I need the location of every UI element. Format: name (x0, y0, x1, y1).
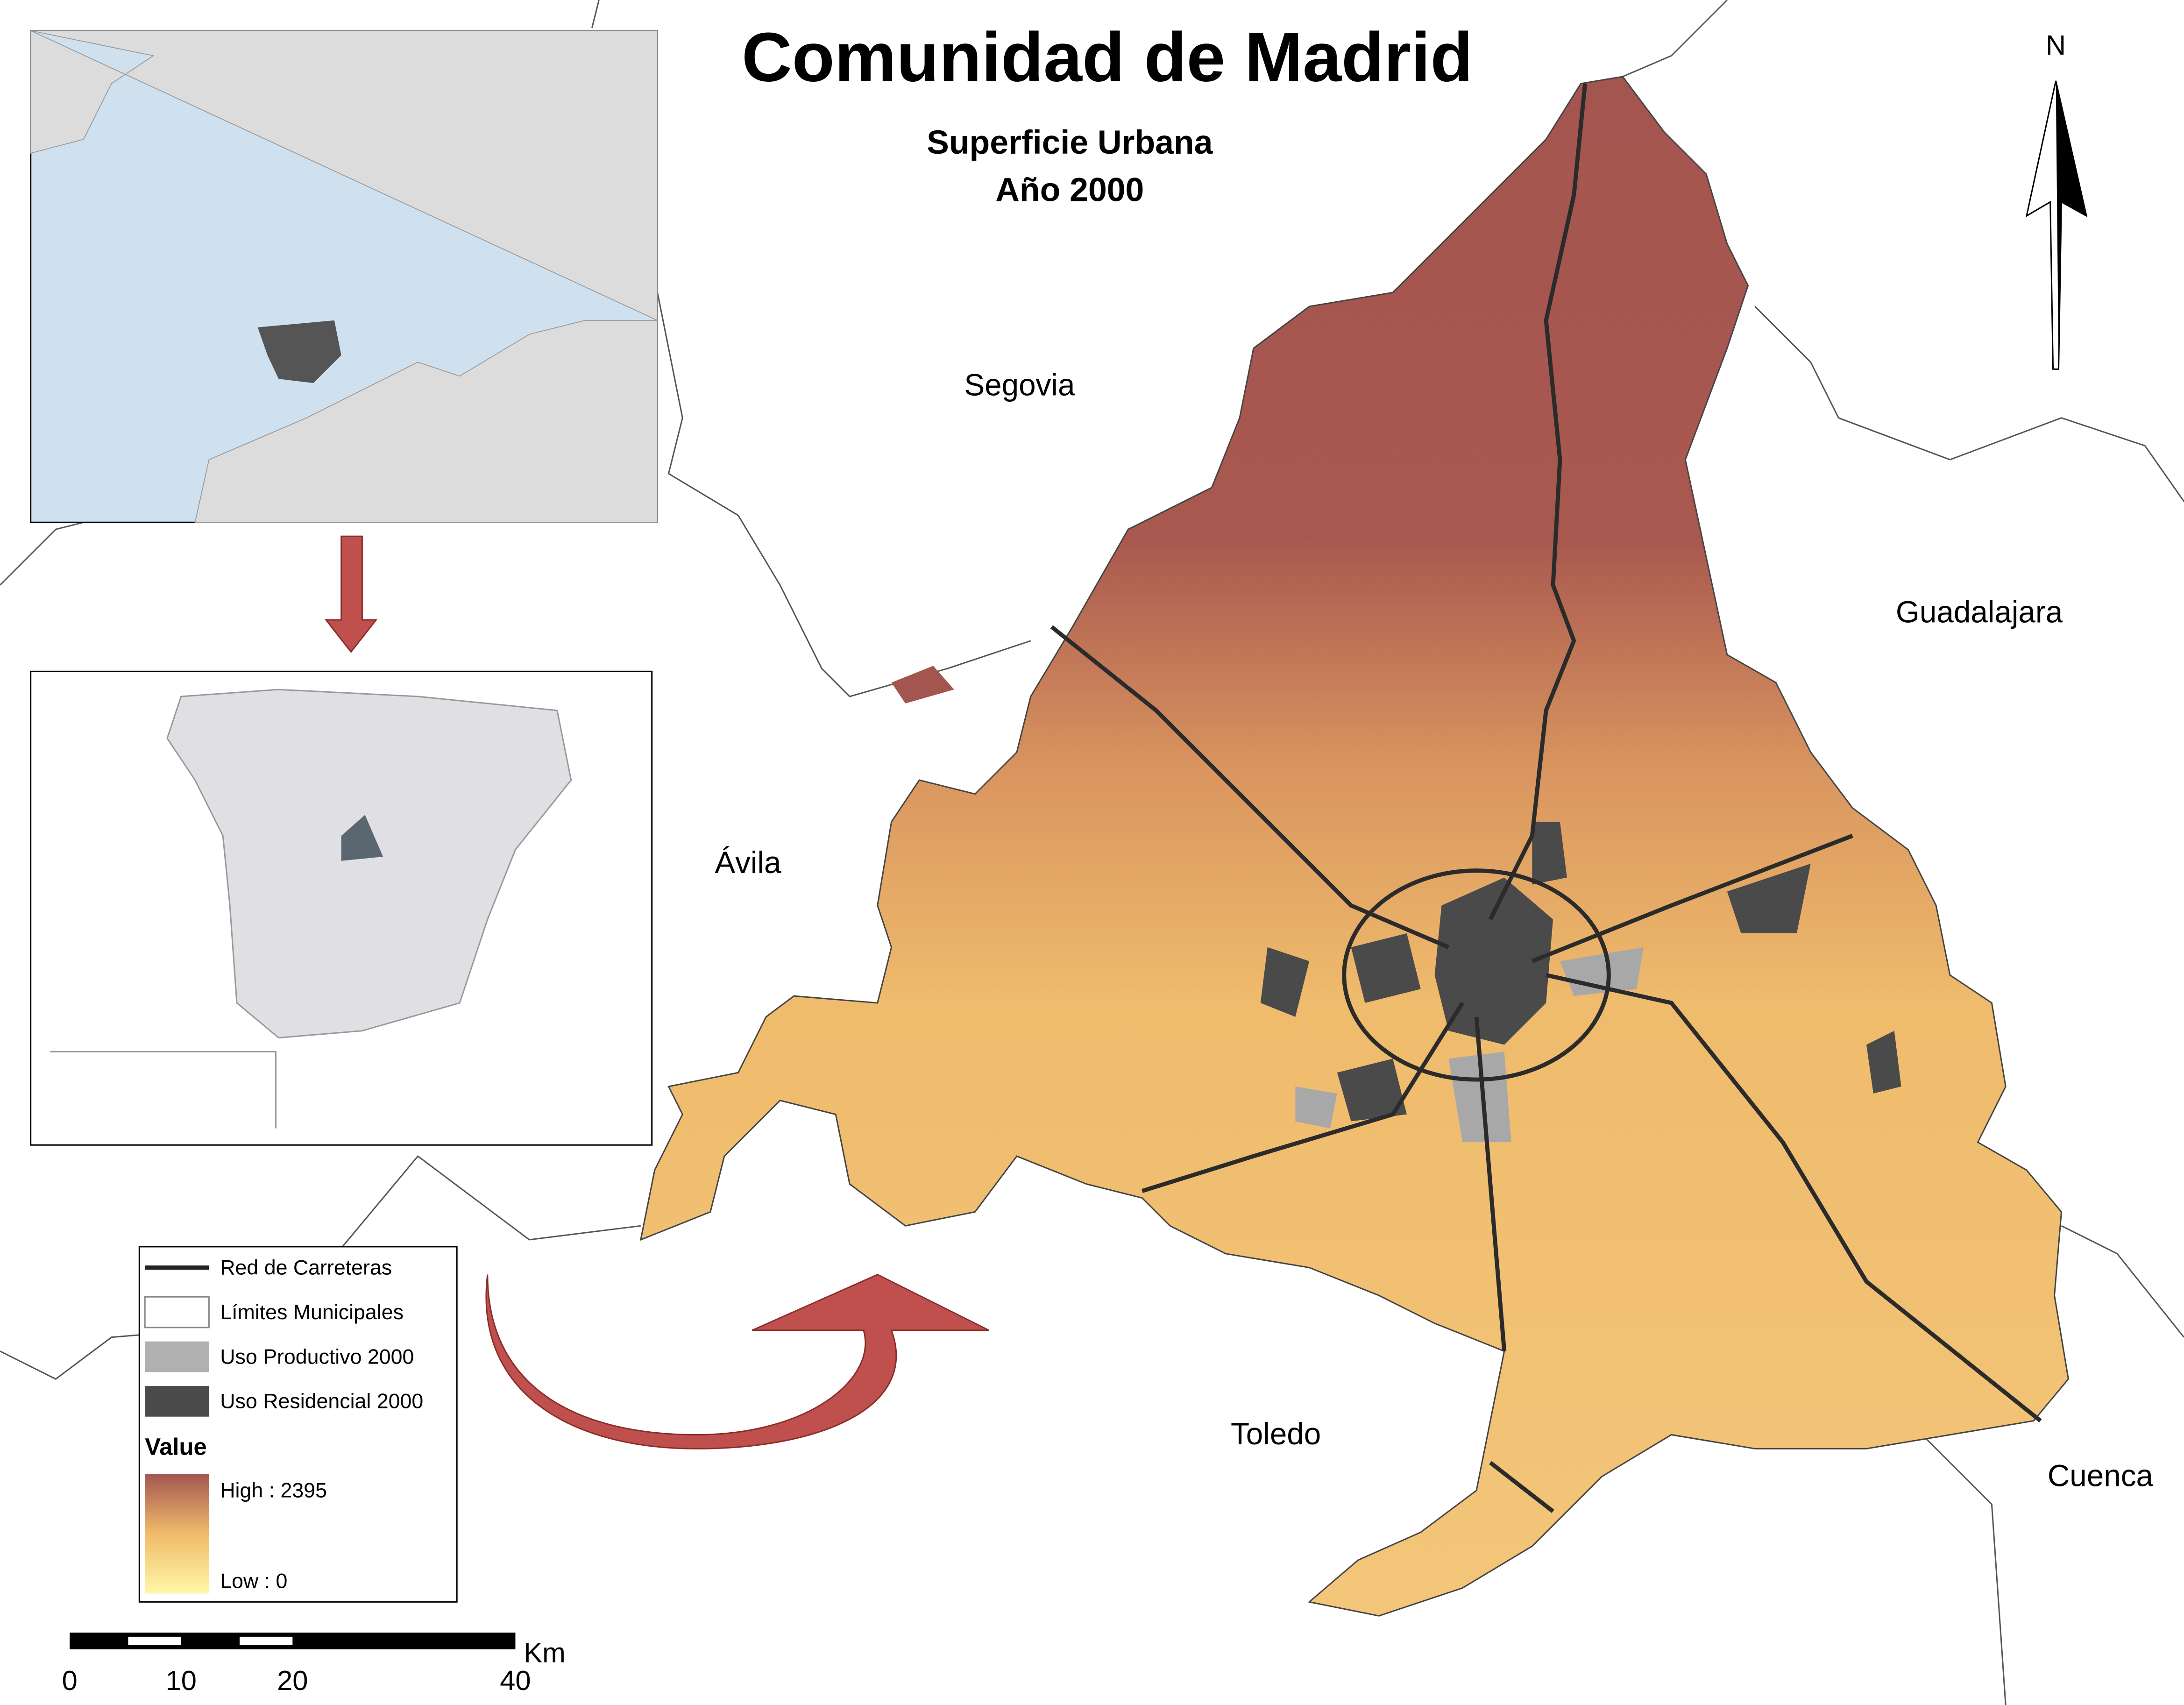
scale-unit: Km (524, 1637, 565, 1668)
legend-ramp (145, 1473, 209, 1594)
place-label: Cuenca (2048, 1458, 2154, 1492)
urban-residential (1434, 877, 1553, 1045)
madrid-highlight (341, 815, 383, 861)
legend-swatch-productive (145, 1341, 209, 1372)
roads (1050, 83, 2042, 1513)
legend-item: Uso Productivo 2000 (220, 1345, 414, 1368)
road (1488, 83, 1588, 921)
title: Comunidad de Madrid (742, 18, 1473, 96)
road (1531, 834, 1853, 963)
subtitle: Superficie Urbana (927, 124, 1213, 161)
ring-road (1342, 868, 1611, 1082)
scale-tick-label: 20 (277, 1665, 308, 1696)
enclave (891, 666, 954, 703)
road (1050, 625, 1450, 949)
subtitle: Año 2000 (995, 171, 1144, 208)
scale-bar: Km 0 10 20 40 (62, 1632, 566, 1696)
place-label: Ávila (715, 845, 781, 880)
scale-segment (128, 1636, 181, 1645)
road (1474, 1016, 1507, 1351)
place-label: Toledo (1231, 1417, 1321, 1451)
madrid-region (639, 76, 2069, 1617)
legend-swatch-limits (144, 1296, 210, 1328)
canary-frame (50, 1051, 277, 1129)
legend: Value High : 2395 Low : 0 Red de Carrete… (138, 1246, 458, 1603)
legend-item: Uso Residencial 2000 (220, 1390, 423, 1413)
arrow-down (324, 535, 378, 654)
urban-areas (1260, 822, 1901, 1122)
spain-inset (30, 670, 653, 1146)
road (1142, 1002, 1465, 1193)
urban-residential (1337, 822, 1901, 1122)
place-label: Guadalajara (1896, 595, 2063, 629)
urban-residential (1260, 863, 1811, 1017)
legend-value-title: Value (145, 1434, 206, 1460)
place-label: Segovia (964, 368, 1075, 402)
border (1622, 0, 2184, 502)
scale-tick-label: 40 (500, 1665, 531, 1696)
legend-item: Red de Carreteras (220, 1256, 392, 1279)
scale-tick-label: 0 (62, 1665, 78, 1696)
legend-high: High : 2395 (220, 1479, 327, 1502)
scale-tick-label: 10 (166, 1665, 197, 1696)
north-label: N (2046, 29, 2066, 61)
arrow-curve (485, 1273, 989, 1449)
north-arrow-half (2056, 80, 2087, 369)
place-labels: Segovia Guadalajara Ávila Toledo Cuenca (715, 368, 2153, 1492)
spain-map (166, 689, 572, 1039)
road (1546, 973, 2042, 1423)
legend-item: Límites Municipales (220, 1301, 404, 1324)
land (30, 30, 658, 523)
road (1489, 1461, 1554, 1513)
europe-inset (30, 30, 659, 523)
scale-segment (240, 1636, 293, 1645)
spain-highlight (257, 320, 341, 384)
legend-low: Low : 0 (220, 1570, 287, 1592)
legend-swatch-residential (145, 1386, 209, 1417)
